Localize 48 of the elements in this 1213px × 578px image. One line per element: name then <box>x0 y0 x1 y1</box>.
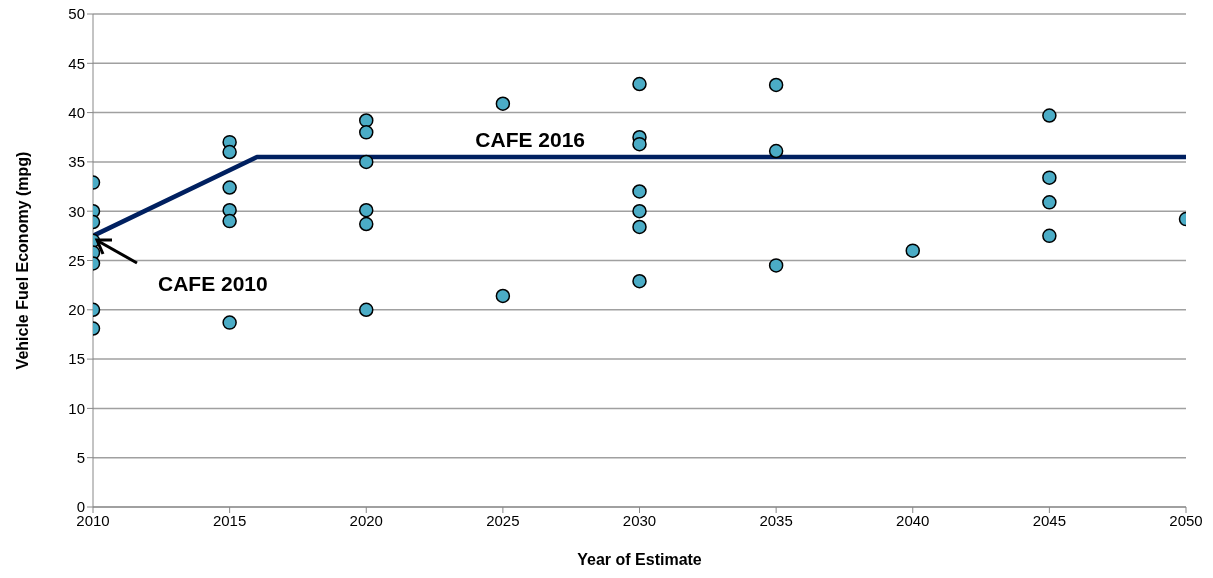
y-tick-label: 35 <box>68 153 85 171</box>
point <box>359 125 374 140</box>
point <box>632 273 647 289</box>
x-tick-label: 2050 <box>1169 511 1203 529</box>
y-tick-label: 10 <box>68 399 85 417</box>
point <box>359 154 374 170</box>
point <box>768 258 784 273</box>
point <box>632 203 647 219</box>
x-tick-label: 2035 <box>759 511 793 529</box>
point <box>768 77 784 93</box>
point <box>359 202 374 218</box>
annotation: CAFE 2016 <box>475 127 586 151</box>
point <box>495 96 511 111</box>
point <box>495 288 511 304</box>
point <box>222 315 237 330</box>
y-axis-title: Vehicle Fuel Economy (mpg) <box>13 151 31 370</box>
x-tick-label: 2015 <box>212 511 247 529</box>
point <box>632 136 647 152</box>
point <box>359 302 374 318</box>
point <box>222 180 237 195</box>
y-tick-label: 20 <box>68 301 85 319</box>
y-tick-label: 45 <box>68 54 85 72</box>
point <box>359 113 374 128</box>
point <box>222 213 237 229</box>
point <box>1042 170 1057 185</box>
x-tick-label: 2020 <box>349 511 383 529</box>
x-tick-label: 2025 <box>486 511 520 529</box>
point <box>632 76 647 92</box>
point <box>1042 108 1057 123</box>
y-tick-label: 5 <box>76 449 85 467</box>
y-tick-label: 30 <box>68 202 85 220</box>
point <box>222 144 237 160</box>
point <box>632 184 647 199</box>
point <box>1042 228 1057 244</box>
point <box>768 143 784 159</box>
point <box>632 219 647 235</box>
y-tick-label: 25 <box>68 251 85 269</box>
y-tick-label: 15 <box>68 350 85 368</box>
x-tick-label: 2030 <box>622 511 657 529</box>
annotation: CAFE 2010 <box>158 272 268 295</box>
x-axis-title: Year of Estimate <box>577 551 702 568</box>
point <box>1042 195 1057 210</box>
y-tick-label: 50 <box>68 5 85 23</box>
point <box>905 243 920 258</box>
x-tick-label: 2040 <box>896 511 930 529</box>
point <box>359 216 374 232</box>
y-tick-label: 40 <box>68 103 85 121</box>
x-tick-label: 2045 <box>1032 511 1067 529</box>
